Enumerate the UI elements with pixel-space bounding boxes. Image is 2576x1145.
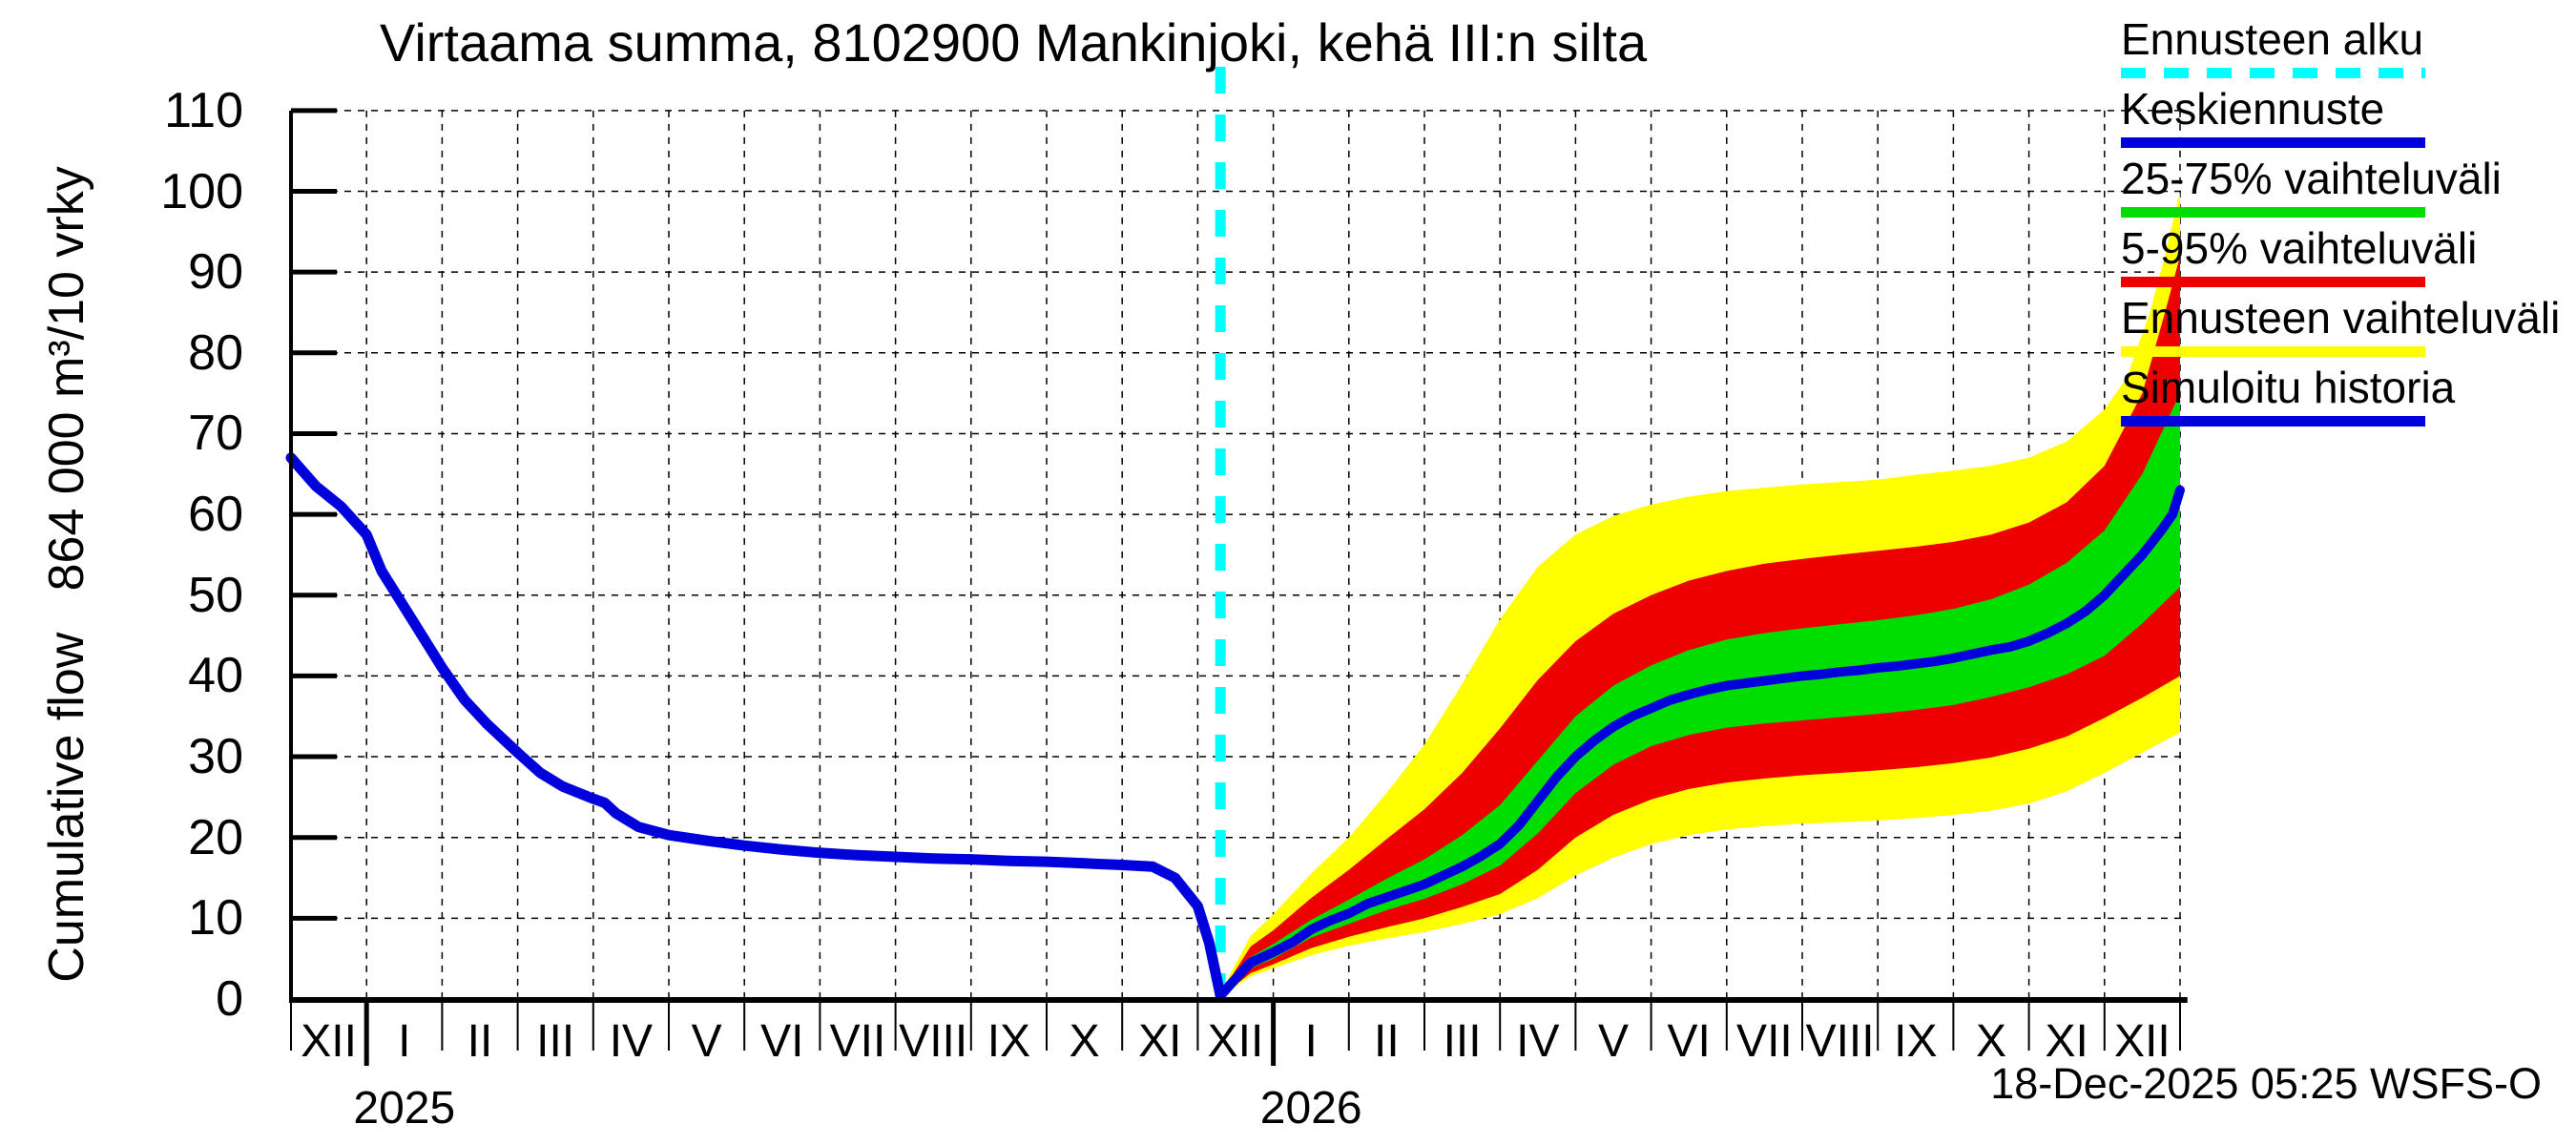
legend: Ennusteen alku Keskiennuste 25-75% vaiht… bbox=[2121, 15, 2561, 433]
x-tick-label: II bbox=[467, 1016, 493, 1067]
x-tick-label: XI bbox=[2045, 1016, 2088, 1067]
band-25-75-swatch bbox=[2121, 207, 2425, 218]
legend-label-5-95: 5-95% vaihteluväli bbox=[2121, 223, 2478, 273]
x-tick-label: I bbox=[398, 1016, 411, 1067]
y-tick-label: 30 bbox=[188, 729, 243, 785]
generated-timestamp: 18-Dec-2025 05:25 WSFS-O bbox=[1990, 1059, 2542, 1108]
band-5-95 bbox=[1220, 256, 2180, 997]
x-tick-label: IX bbox=[987, 1016, 1031, 1067]
legend-item: Simuloitu historia bbox=[2121, 364, 2522, 427]
x-tick-label: X bbox=[1975, 1016, 2006, 1067]
y-tick-label: 20 bbox=[188, 809, 243, 865]
x-tick-label: XII bbox=[301, 1016, 357, 1067]
legend-label-history: Simuloitu historia bbox=[2121, 363, 2456, 412]
y-tick-label: 70 bbox=[188, 406, 243, 462]
median-line-swatch bbox=[2121, 137, 2425, 148]
x-tick-label: IV bbox=[1516, 1016, 1560, 1067]
legend-item: 5-95% vaihteluväli bbox=[2121, 224, 2522, 287]
legend-item: 25-75% vaihteluväli bbox=[2121, 155, 2522, 218]
x-tick-label: IV bbox=[609, 1016, 654, 1067]
x-tick-label: II bbox=[1374, 1016, 1400, 1067]
legend-item: Keskiennuste bbox=[2121, 85, 2522, 148]
y-tick-label: 0 bbox=[216, 971, 243, 1027]
x-tick-label: IX bbox=[1894, 1016, 1938, 1067]
band-5-95-swatch bbox=[2121, 277, 2425, 287]
x-tick-label: XI bbox=[1138, 1016, 1182, 1067]
legend-label-forecast-range: Ennusteen vaihteluväli bbox=[2121, 293, 2561, 343]
y-tick-label: 90 bbox=[188, 244, 243, 301]
forecast-start-line-swatch bbox=[2121, 68, 2425, 78]
x-tick-label: I bbox=[1304, 1016, 1318, 1067]
x-tick-label: VII bbox=[1736, 1016, 1793, 1067]
legend-label-forecast-start: Ennusteen alku bbox=[2121, 14, 2424, 64]
x-tick-label: XII bbox=[2114, 1016, 2171, 1067]
x-tick-label: XII bbox=[1207, 1016, 1264, 1067]
median-line bbox=[1215, 485, 2185, 1001]
x-tick-label: VII bbox=[829, 1016, 886, 1067]
x-tick-label: VI bbox=[760, 1016, 804, 1067]
history-line bbox=[285, 452, 1226, 1002]
x-tick-label: III bbox=[536, 1016, 575, 1067]
x-tick-label: III bbox=[1443, 1016, 1482, 1067]
year-label: 2026 bbox=[1259, 1083, 1362, 1134]
y-tick-label: 80 bbox=[188, 324, 243, 381]
x-tick-label: VI bbox=[1667, 1016, 1711, 1067]
chart-title: Virtaama summa, 8102900 Mankinjoki, kehä… bbox=[380, 12, 1648, 73]
x-tick-label: V bbox=[691, 1016, 722, 1067]
legend-label-25-75: 25-75% vaihteluväli bbox=[2121, 154, 2502, 203]
legend-item: Ennusteen vaihteluväli bbox=[2121, 293, 2561, 357]
band-minmax-swatch bbox=[2121, 346, 2425, 357]
y-tick-label: 40 bbox=[188, 648, 243, 704]
x-tick-label: VIII bbox=[899, 1016, 968, 1067]
y-tick-label: 50 bbox=[188, 567, 243, 623]
x-tick-label: X bbox=[1069, 1016, 1100, 1067]
y-tick-label: 10 bbox=[188, 890, 243, 947]
legend-item: Ennusteen alku bbox=[2121, 15, 2522, 78]
x-tick-label: VIII bbox=[1805, 1016, 1875, 1067]
y-tick-label: 110 bbox=[164, 82, 243, 138]
year-label: 2025 bbox=[353, 1083, 456, 1134]
y-tick-label: 100 bbox=[160, 163, 243, 219]
y-tick-label: 60 bbox=[188, 487, 243, 543]
x-tick-label: V bbox=[1597, 1016, 1629, 1067]
legend-label-median: Keskiennuste bbox=[2121, 84, 2385, 134]
history-line-swatch bbox=[2121, 416, 2425, 427]
